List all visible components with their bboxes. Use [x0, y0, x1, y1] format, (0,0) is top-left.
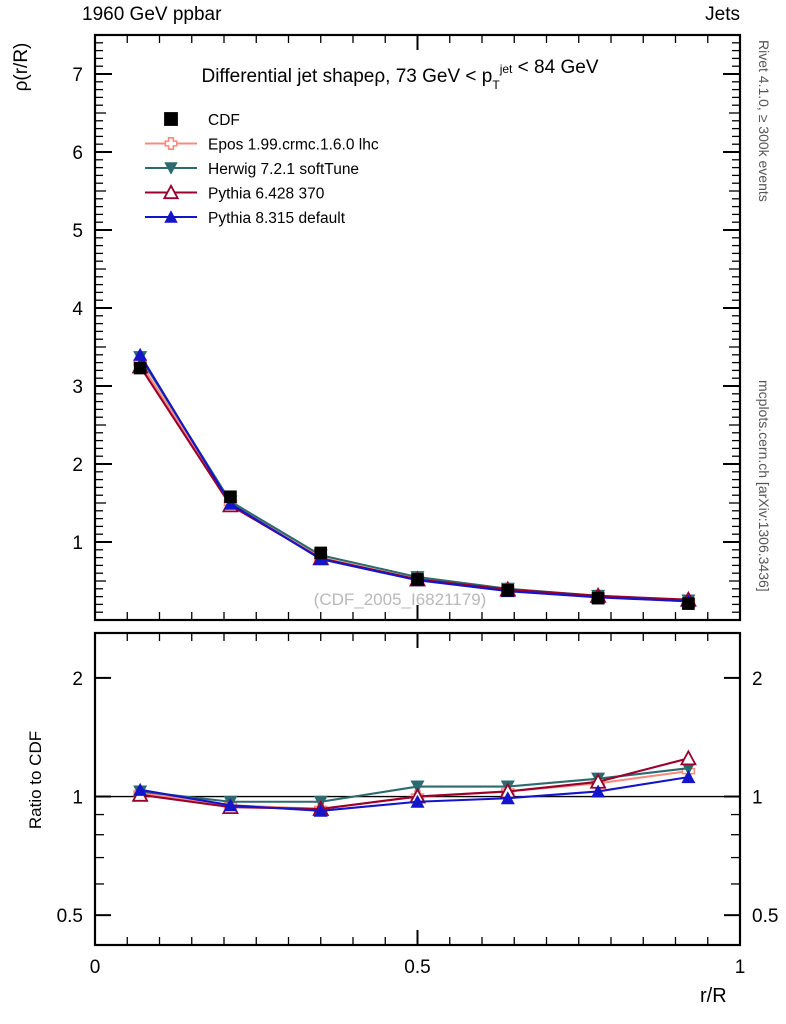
data-marker — [501, 584, 515, 597]
data-marker — [223, 798, 238, 812]
svg-text:6: 6 — [72, 143, 83, 164]
legend-label: Herwig 7.2.1 softTune — [208, 161, 359, 178]
data-marker — [314, 546, 328, 560]
svg-text:3: 3 — [72, 377, 83, 398]
legend-entry: Epos 1.99.crmc.1.6.0 lhc — [145, 137, 379, 154]
data-marker — [411, 573, 424, 586]
legend-label: Pythia 6.428 370 — [208, 186, 325, 203]
legend-label: CDF — [208, 112, 240, 129]
legend-entry: CDF — [164, 112, 240, 129]
data-marker — [223, 496, 238, 510]
data-marker — [500, 791, 515, 805]
series-pythia — [131, 357, 697, 816]
data-marker — [681, 762, 696, 776]
data-marker — [164, 162, 178, 175]
data-marker — [133, 361, 147, 375]
data-marker — [164, 137, 178, 150]
series-line — [139, 356, 689, 602]
data-marker — [313, 803, 328, 817]
data-marker — [133, 782, 148, 796]
data-marker — [591, 591, 605, 605]
svg-text:4: 4 — [72, 299, 83, 320]
data-marker — [682, 597, 695, 610]
svg-text:2: 2 — [752, 669, 763, 690]
svg-text:Differential jet shapeρ, 73 Ge: Differential jet shapeρ, 73 GeV < pTjet … — [201, 57, 598, 92]
svg-text:2: 2 — [72, 669, 83, 690]
data-marker — [679, 749, 697, 766]
legend-entry: Pythia 6.428 370 — [145, 183, 325, 203]
svg-text:2: 2 — [72, 455, 83, 476]
svg-text:7: 7 — [72, 65, 83, 86]
svg-text:0: 0 — [90, 957, 101, 978]
legend-label: Pythia 8.315 default — [208, 210, 346, 227]
series-line — [139, 365, 689, 601]
series-line — [139, 354, 689, 603]
data-marker — [410, 794, 425, 808]
header-left-label: 1960 GeV ppbar — [82, 4, 222, 25]
data-marker — [162, 183, 180, 200]
svg-text:0.5: 0.5 — [57, 906, 83, 927]
series-cdf — [133, 361, 695, 610]
svg-text:5: 5 — [72, 221, 83, 242]
series-line — [139, 362, 689, 603]
header-right-label: Jets — [705, 4, 740, 25]
legend-label: Epos 1.99.crmc.1.6.0 lhc — [208, 137, 379, 154]
svg-text:1: 1 — [72, 533, 83, 554]
svg-text:1: 1 — [735, 957, 746, 978]
data-marker — [681, 770, 696, 784]
data-marker — [410, 780, 425, 794]
data-marker — [164, 210, 178, 223]
svg-text:1: 1 — [72, 788, 83, 809]
x-axis-title: r/R — [700, 985, 727, 1007]
svg-text:0.5: 0.5 — [404, 957, 430, 978]
svg-text:0.5: 0.5 — [752, 906, 778, 927]
data-marker — [224, 490, 237, 504]
legend-entry: Herwig 7.2.1 softTune — [145, 161, 359, 178]
svg-text:(CDF_2005_I6821179): (CDF_2005_I6821179) — [314, 590, 487, 609]
data-marker — [133, 347, 148, 361]
data-marker — [591, 784, 606, 798]
svg-text:1: 1 — [752, 788, 763, 809]
data-marker — [164, 112, 178, 126]
legend-entry: Pythia 8.315 default — [145, 210, 346, 227]
